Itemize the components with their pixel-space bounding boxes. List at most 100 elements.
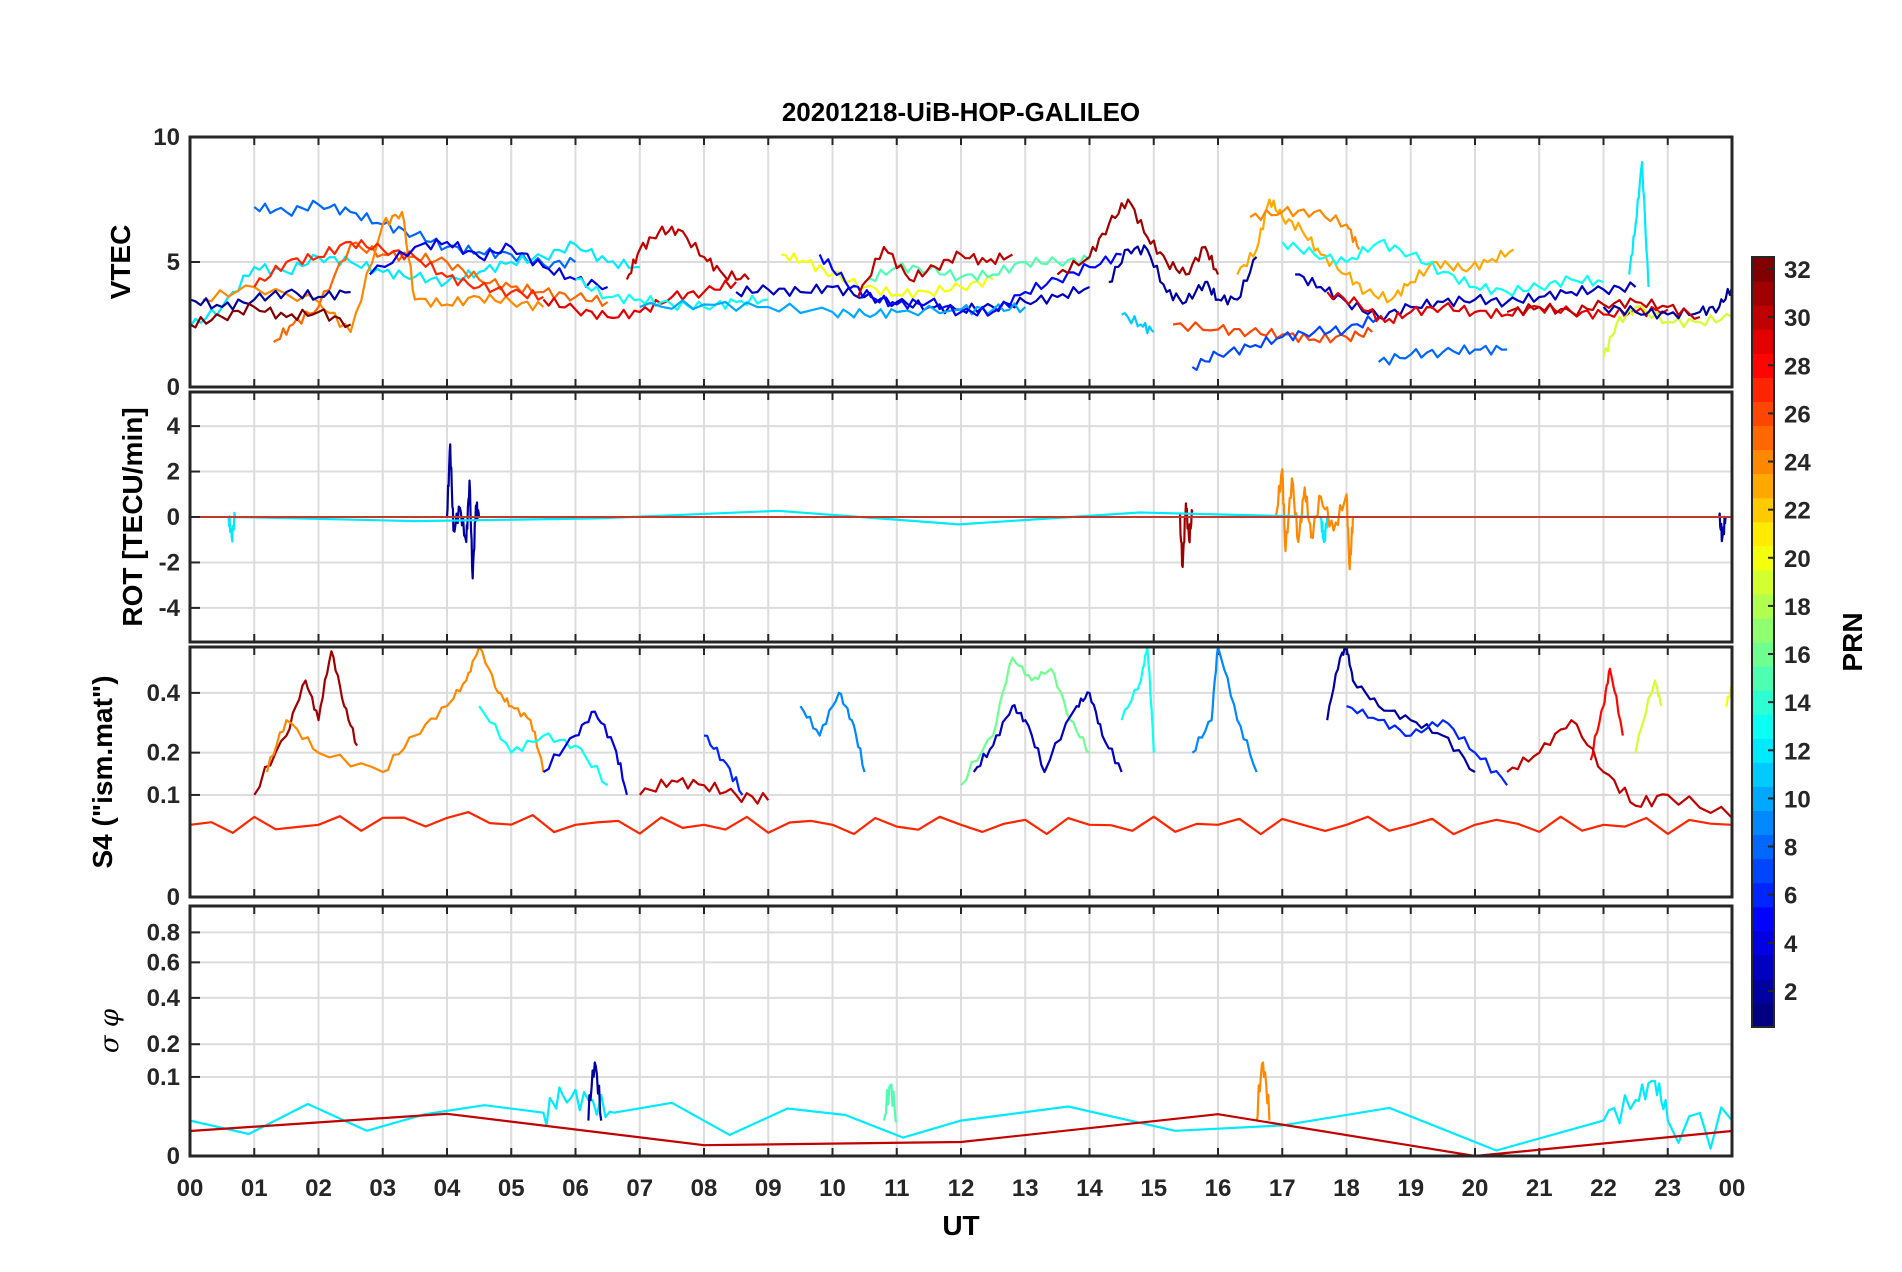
s4-series-prn-4 bbox=[542, 710, 628, 796]
s4-series-prn-13 bbox=[478, 705, 609, 787]
x-tick-label: 18 bbox=[1333, 1175, 1360, 1202]
x-tick-label: 10 bbox=[819, 1175, 846, 1202]
sigma-series-prn-30 bbox=[190, 1112, 1732, 1156]
sigma-ylabel: σ φ bbox=[95, 1008, 125, 1053]
colorbar-tick-label: 2 bbox=[1784, 979, 1797, 1006]
colorbar-segment bbox=[1752, 858, 1774, 884]
y-tick-label: 0.1 bbox=[147, 782, 180, 809]
vtec-series-prn-2 bbox=[1108, 244, 1258, 306]
s4-series-prn-19 bbox=[1634, 679, 1663, 753]
colorbar-segment bbox=[1752, 257, 1774, 282]
colorbar-tick-label: 14 bbox=[1784, 690, 1811, 717]
colorbar-segment bbox=[1752, 401, 1774, 427]
sigma-y-ticks: 0 0.1 0.2 0.4 0.6 0.8 bbox=[147, 919, 200, 1170]
vtec-series-prn-24 bbox=[202, 210, 545, 334]
vtec-series-prn-31 bbox=[1056, 198, 1220, 276]
y-tick-label: 0 bbox=[167, 374, 180, 401]
x-tick-label: 22 bbox=[1590, 1175, 1617, 1202]
vtec-ylabel: VTEC bbox=[105, 225, 136, 300]
colorbar-segment bbox=[1752, 329, 1774, 354]
s4-series-prn-6 bbox=[703, 734, 744, 796]
chart-title: 20201218-UiB-HOP-GALILEO bbox=[782, 97, 1140, 127]
y-tick-label: 0 bbox=[167, 1143, 180, 1170]
vtec-series-prn-24 bbox=[1249, 206, 1361, 251]
y-tick-label: -2 bbox=[159, 549, 180, 576]
colorbar-tick-label: 6 bbox=[1784, 883, 1797, 910]
vtec-series-prn-7 bbox=[1191, 315, 1380, 371]
y-tick-label: 0 bbox=[167, 884, 180, 911]
s4-series-prn-30 bbox=[638, 777, 770, 805]
panel-s4: 0 0.1 0.2 0.4 S4 ("ism.mat") bbox=[87, 645, 1734, 911]
rot-series bbox=[190, 443, 1732, 580]
colorbar-tick-label: 26 bbox=[1784, 401, 1811, 428]
s4-series-prn-13 bbox=[1120, 647, 1155, 753]
rot-ylabel: ROT [TECU/min] bbox=[117, 407, 148, 626]
vtec-series-prn-12 bbox=[1628, 160, 1650, 288]
rot-series-prn-12 bbox=[227, 509, 1329, 544]
vtec-series-prn-15 bbox=[864, 254, 1091, 283]
sigma-grid bbox=[189, 906, 1733, 1157]
colorbar-segment bbox=[1752, 473, 1774, 499]
x-tick-label: 23 bbox=[1654, 1175, 1681, 1202]
sigma-series bbox=[190, 1061, 1732, 1156]
colorbar-segment bbox=[1752, 786, 1774, 812]
colorbar-segment bbox=[1752, 521, 1774, 547]
x-tick-label: 12 bbox=[948, 1175, 975, 1202]
vtec-series-prn-32 bbox=[190, 302, 352, 329]
colorbar-segment bbox=[1752, 906, 1774, 932]
y-tick-label: 0.1 bbox=[147, 1064, 180, 1091]
colorbar-segment bbox=[1752, 810, 1774, 836]
vtec-series-prn-13 bbox=[1281, 238, 1604, 297]
x-tick-label: 03 bbox=[369, 1175, 396, 1202]
y-tick-label: 0.8 bbox=[147, 919, 180, 946]
s4-y-ticks: 0 0.1 0.2 0.4 bbox=[147, 680, 200, 911]
colorbar-gradient bbox=[1752, 257, 1774, 1028]
y-tick-label: 2 bbox=[167, 459, 180, 486]
colorbar-segment bbox=[1752, 834, 1774, 860]
x-tick-label: 11 bbox=[884, 1175, 909, 1202]
x-tick-label: 09 bbox=[755, 1175, 782, 1202]
s4-series-prn-24 bbox=[266, 647, 545, 774]
vtec-series-prn-30 bbox=[625, 225, 750, 281]
vtec-series-prn-30 bbox=[1506, 297, 1701, 320]
vtec-series-prn-19 bbox=[1602, 305, 1732, 358]
x-tick-label: 06 bbox=[562, 1175, 589, 1202]
vtec-series-prn-4 bbox=[369, 238, 609, 291]
colorbar-tick-label: 30 bbox=[1784, 305, 1811, 332]
y-tick-label: 5 bbox=[167, 249, 180, 276]
x-tick-label: 08 bbox=[691, 1175, 718, 1202]
panel-vtec: 0 5 10 VTEC bbox=[105, 124, 1734, 401]
x-tick-label: 05 bbox=[498, 1175, 525, 1202]
s4-series-prn-9 bbox=[799, 691, 866, 773]
y-tick-label: 0.2 bbox=[147, 740, 180, 767]
colorbar-segment bbox=[1752, 281, 1774, 306]
vtec-series-prn-30 bbox=[857, 245, 1013, 298]
vtec-series-prn-12 bbox=[190, 240, 640, 328]
s4-grid bbox=[189, 647, 1733, 898]
rot-series-prn-31 bbox=[1178, 502, 1194, 569]
s4-series-prn-9 bbox=[1191, 647, 1258, 773]
x-tick-label: 01 bbox=[241, 1175, 268, 1202]
x-tick-label: 02 bbox=[305, 1175, 332, 1202]
y-tick-label: 10 bbox=[153, 124, 180, 151]
vtec-series-prn-11 bbox=[1121, 312, 1155, 335]
s4-series-prn-6 bbox=[1346, 705, 1508, 786]
s4-series-prn-31 bbox=[253, 650, 359, 796]
colorbar-segment bbox=[1752, 978, 1774, 1004]
vtec-series-prn-27 bbox=[253, 239, 544, 301]
colorbar-segment bbox=[1752, 738, 1774, 763]
colorbar-tick-label: 10 bbox=[1784, 786, 1811, 813]
colorbar-segment bbox=[1752, 930, 1774, 956]
vtec-series-prn-13 bbox=[575, 277, 769, 311]
s4-series-prn-28 bbox=[1589, 667, 1624, 761]
x-tick-label: 20 bbox=[1462, 1175, 1489, 1202]
vtec-series-prn-20 bbox=[780, 252, 994, 300]
x-tick-label: 07 bbox=[626, 1175, 653, 1202]
sigma-series-prn-15 bbox=[882, 1083, 898, 1123]
colorbar-segment bbox=[1752, 545, 1774, 571]
vtec-series-prn-8 bbox=[1377, 344, 1508, 366]
colorbar-segment bbox=[1752, 593, 1774, 619]
colorbar-segment bbox=[1752, 762, 1774, 787]
s4-series-prn-2 bbox=[1326, 647, 1476, 773]
x-tick-label: 16 bbox=[1205, 1175, 1232, 1202]
